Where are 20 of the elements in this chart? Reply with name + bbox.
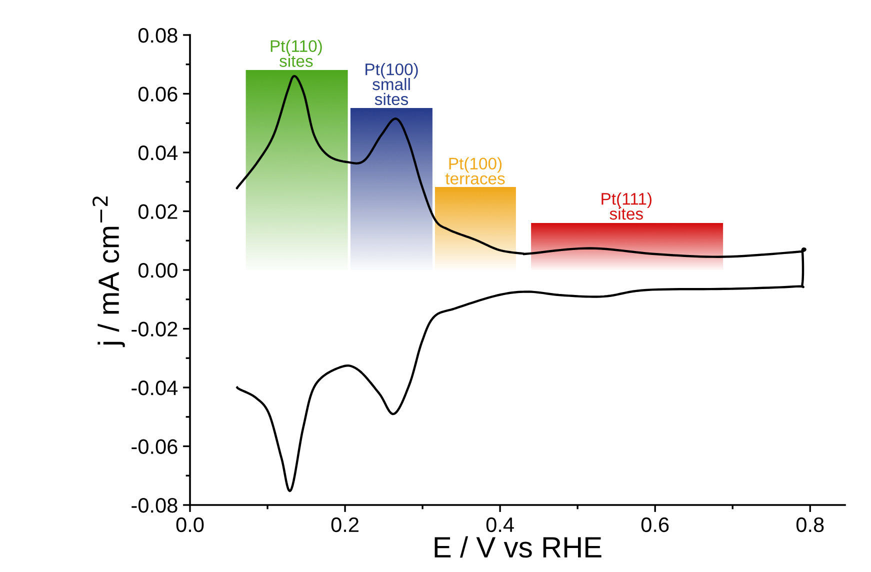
x-axis-title: E / V vs RHE — [434, 536, 602, 558]
y-tick-label: -0.08 — [132, 498, 178, 513]
y-tick-label: -0.06 — [132, 439, 178, 454]
y-tick-label: 0.02 — [138, 204, 178, 220]
y-tick-label: 0.00 — [138, 263, 178, 278]
annotation: Pt(100) small sites — [366, 63, 418, 106]
y-axis-title: j / mA cm$^{−2}$ — [92, 196, 125, 348]
x-tick-label: 0.8 — [796, 517, 824, 532]
y-tick-label: 0.06 — [138, 86, 178, 102]
y-tick-label: -0.04 — [132, 380, 178, 396]
x-tick-label: 0.4 — [486, 517, 514, 532]
y-tick-label: 0.04 — [138, 146, 178, 160]
x-tick-label: 0.6 — [641, 517, 669, 532]
annotation: Pt(100) terraces — [445, 157, 505, 184]
x-tick-label: 0.0 — [176, 517, 204, 532]
y-tick-label: 0.08 — [138, 28, 178, 43]
annotation: Pt(111) sites — [602, 192, 652, 220]
x-tick-label: 0.2 — [331, 517, 358, 532]
y-tick-label: -0.02 — [132, 322, 178, 337]
annotation: Pt(110) sites — [270, 40, 322, 67]
